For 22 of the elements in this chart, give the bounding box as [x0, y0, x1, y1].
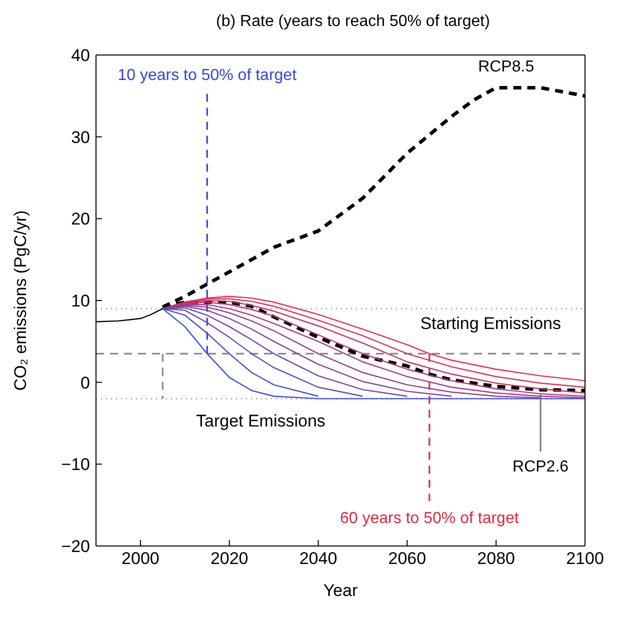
x-tick-label: 2020 — [210, 549, 248, 568]
x-tick-label: 2000 — [122, 549, 160, 568]
series-label: 10 years to 50% of target — [118, 67, 298, 84]
y-tick-label: 10 — [71, 292, 90, 311]
text: RCP2.6 — [512, 458, 569, 476]
y-tick-label: 20 — [71, 210, 90, 229]
y-axis-title: CO₂ emissions (PgC/yr) — [11, 210, 30, 391]
series-label: RCP8.5 — [478, 58, 534, 76]
series-label: 60 years to 50% of target — [340, 510, 520, 527]
y-tick-label: −10 — [61, 455, 90, 474]
y-tick-label: −20 — [61, 537, 90, 556]
ref-line-label: Starting Emissions — [420, 314, 561, 333]
x-tick-label: 2100 — [566, 549, 604, 568]
y-tick-label: 40 — [71, 46, 90, 66]
y-tick-label: 0 — [80, 373, 90, 392]
x-tick-label: 2040 — [299, 549, 338, 568]
x-axis-title: Year — [323, 581, 358, 600]
ref-line-label: Target Emissions — [196, 412, 326, 431]
chart-title: (b) Rate (years to reach 50% of target) — [215, 12, 491, 32]
y-tick-label: 30 — [71, 128, 90, 147]
x-tick-label: 2060 — [388, 549, 426, 568]
x-tick-label: 2080 — [477, 549, 516, 568]
